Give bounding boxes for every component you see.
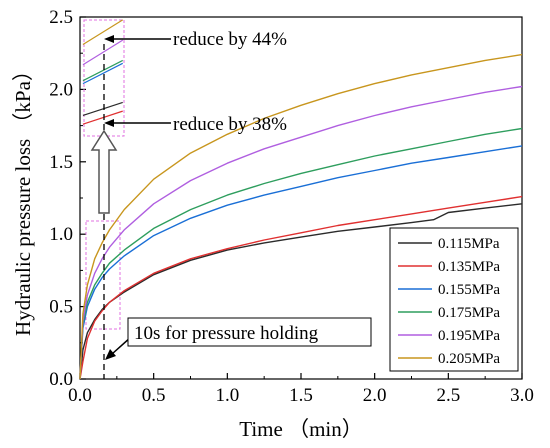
y-axis: 0.0 0.5 1.0 1.5 2.0 2.5 [49, 7, 86, 390]
zoom-box-lower [85, 220, 121, 330]
series-line-0135mpa [79, 195, 523, 380]
legend-label: 0.115MPa [438, 236, 500, 252]
y-tick-label: 1.0 [49, 224, 73, 245]
y-tick-label: 0.5 [49, 297, 73, 318]
y-tick-label: 2.0 [49, 79, 73, 100]
legend-label: 0.205MPa [438, 351, 500, 367]
y-tick-label: 1.5 [49, 152, 73, 173]
legend-items: 0.115MPa 0.135MPa 0.155MPa 0.175MPa 0.195MPa… [398, 236, 500, 367]
inset-series-segment [82, 59, 123, 82]
legend-box [389, 227, 519, 372]
series-line-0115mpa [79, 203, 523, 380]
arrow-44-head [104, 35, 114, 43]
x-tick-label: 0.5 [142, 385, 166, 406]
annotation-pressure-holding: 10s for pressure holding [134, 323, 319, 344]
x-tick-label: 1.5 [289, 385, 313, 406]
inset-series-layer [82, 19, 124, 125]
arrow-38-head [104, 119, 114, 127]
up-arrow-icon [90, 129, 118, 214]
inset-series-segment [82, 19, 124, 46]
arrow-10s-head [105, 349, 116, 360]
annotation-reduce-38: reduce by 38% [173, 114, 287, 135]
x-axis-title: Time （min） [239, 417, 363, 441]
series-line-0195mpa [79, 85, 523, 380]
series-line-0205mpa [79, 53, 523, 380]
x-tick-label: 3.0 [510, 385, 534, 406]
inset-series-segment [82, 101, 123, 117]
annotation-reduce-44: reduce by 44% [173, 29, 287, 50]
legend-label: 0.195MPa [438, 328, 500, 344]
x-axis: 0.0 0.5 1.0 1.5 2.0 2.5 3.0 [68, 373, 534, 406]
x-tick-label: 2.5 [436, 385, 460, 406]
series-line-0155mpa [79, 145, 523, 380]
series-line-0175mpa [79, 127, 523, 380]
x-tick-label: 1.0 [215, 385, 239, 406]
legend-label: 0.155MPa [438, 282, 500, 298]
annotations: reduce by 44% reduce by 38% 10s for pres… [90, 29, 372, 360]
legend: 0.115MPa 0.135MPa 0.155MPa 0.175MPa 0.195MPa… [389, 227, 519, 372]
inset-series-segment [82, 110, 123, 125]
y-tick-label: 2.5 [49, 7, 73, 28]
y-tick-label: 0.0 [49, 369, 73, 390]
inset-series-segment [82, 62, 123, 85]
legend-label: 0.175MPa [438, 305, 500, 321]
x-tick-label: 0.0 [68, 385, 92, 406]
y-axis-title: Hydraulic pressure loss （kPa） [11, 60, 35, 336]
legend-label: 0.135MPa [438, 259, 500, 275]
inset-series-segment [82, 39, 124, 66]
series-layer [79, 53, 523, 380]
x-tick-label: 2.0 [363, 385, 387, 406]
hold-label-box [127, 317, 372, 347]
